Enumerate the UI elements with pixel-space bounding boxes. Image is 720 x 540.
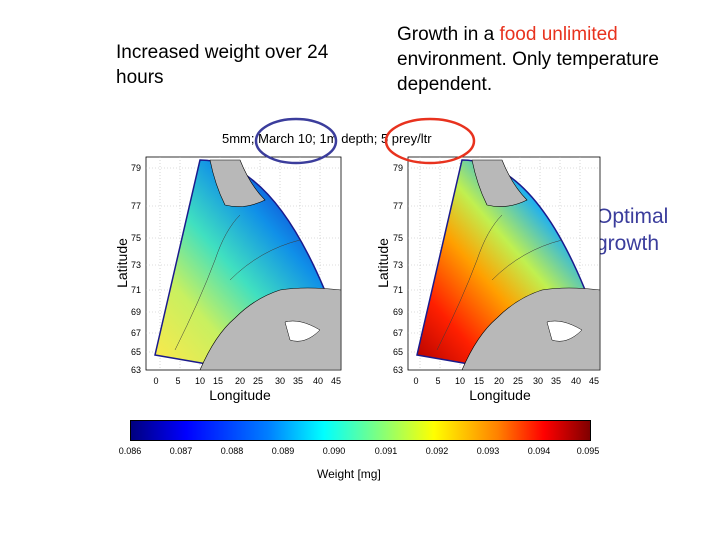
lat-tick: 65: [393, 347, 403, 357]
lon-tick: 30: [533, 376, 543, 386]
lon-tick: 45: [589, 376, 599, 386]
lon-tick: 5: [175, 376, 180, 386]
right-map-contours: [436, 214, 563, 351]
lat-tick: 77: [393, 201, 403, 211]
lon-tick: 15: [474, 376, 484, 386]
left-map-svalbard-land: [209, 159, 266, 207]
right-map-xlabel: Longitude: [469, 387, 531, 403]
lat-tick: 63: [131, 365, 141, 375]
colorbar-label: Weight [mg]: [317, 467, 381, 481]
lon-tick: 25: [513, 376, 523, 386]
lon-tick: 40: [313, 376, 323, 386]
lat-tick: 75: [393, 233, 403, 243]
lon-tick: 15: [213, 376, 223, 386]
right-map: 79 77 75 73 71 69 67 65 63 0 5 10 15 20 …: [375, 156, 601, 403]
lat-tick: 75: [131, 233, 141, 243]
lon-tick: 45: [331, 376, 341, 386]
lon-tick: 20: [494, 376, 504, 386]
lon-tick: 40: [571, 376, 581, 386]
lat-tick: 79: [131, 163, 141, 173]
lat-tick: 69: [131, 307, 141, 317]
red-circle-annotation: [384, 117, 476, 165]
left-map-lat-ticks: 79 77 75 73 71 69 67 65 63: [131, 163, 141, 375]
lat-tick: 67: [393, 328, 403, 338]
left-map-xlabel: Longitude: [209, 387, 271, 403]
lat-tick: 77: [131, 201, 141, 211]
right-map-svalbard-land: [471, 159, 528, 207]
lat-tick: 73: [131, 260, 141, 270]
lat-tick: 71: [131, 285, 141, 295]
lon-tick: 30: [275, 376, 285, 386]
left-map-lon-ticks: 0 5 10 15 20 25 30 35 40 45: [153, 376, 341, 386]
right-map-norway-land: [461, 287, 600, 370]
colorbar-tick: 0.095: [576, 446, 600, 456]
left-map-ylabel: Latitude: [114, 238, 130, 288]
right-map-ylabel: Latitude: [375, 238, 391, 288]
lon-tick: 10: [455, 376, 465, 386]
colorbar-tick: 0.093: [476, 446, 500, 456]
right-map-lon-ticks: 0 5 10 15 20 25 30 35 40 45: [413, 376, 599, 386]
colorbar-tick: 0.091: [374, 446, 398, 456]
right-map-white-sea: [546, 320, 583, 342]
lon-tick: 20: [235, 376, 245, 386]
lon-tick: 35: [293, 376, 303, 386]
colorbar-tick: 0.086: [118, 446, 142, 456]
colorbar-tick: 0.087: [169, 446, 193, 456]
blue-circle-annotation: [254, 117, 338, 165]
note-increased-weight: Increased weight over 24 hours: [116, 42, 329, 88]
right-map-lat-ticks: 79 77 75 73 71 69 67 65 63: [393, 163, 403, 375]
left-map-contours: [174, 214, 301, 351]
lon-tick: 0: [153, 376, 158, 386]
left-map-white-sea: [284, 320, 321, 342]
lat-tick: 67: [131, 328, 141, 338]
lat-tick: 71: [393, 285, 403, 295]
lon-tick: 5: [435, 376, 440, 386]
colorbar-tick: 0.088: [220, 446, 244, 456]
colorbar-tick: 0.089: [271, 446, 295, 456]
lat-tick: 73: [393, 260, 403, 270]
lon-tick: 35: [551, 376, 561, 386]
note-optimal-growth: Optimal growth: [596, 205, 669, 255]
note-food-unlimited: food unlimited: [499, 24, 618, 45]
lat-tick: 69: [393, 307, 403, 317]
note-growth-environment: Growth in a food unlimited environment. …: [397, 22, 697, 97]
lat-tick: 65: [131, 347, 141, 357]
colorbar: [130, 420, 591, 441]
note-growth-prefix: Growth in a: [397, 24, 500, 45]
lon-tick: 0: [413, 376, 418, 386]
lon-tick: 25: [253, 376, 263, 386]
lon-tick: 10: [195, 376, 205, 386]
note-growth-suffix: environment. Only temperature dependent.: [397, 49, 659, 95]
map-title: 5mm; March 10; 1m depth; 5 prey/ltr: [222, 131, 432, 146]
colorbar-tick: 0.094: [527, 446, 551, 456]
left-map: 79 77 75 73 71 69 67 65 63 0 5 10 15 20 …: [114, 156, 342, 403]
colorbar-tick: 0.092: [425, 446, 449, 456]
left-map-norway-land: [199, 287, 341, 370]
lat-tick: 79: [393, 163, 403, 173]
lat-tick: 63: [393, 365, 403, 375]
colorbar-tick: 0.090: [322, 446, 346, 456]
